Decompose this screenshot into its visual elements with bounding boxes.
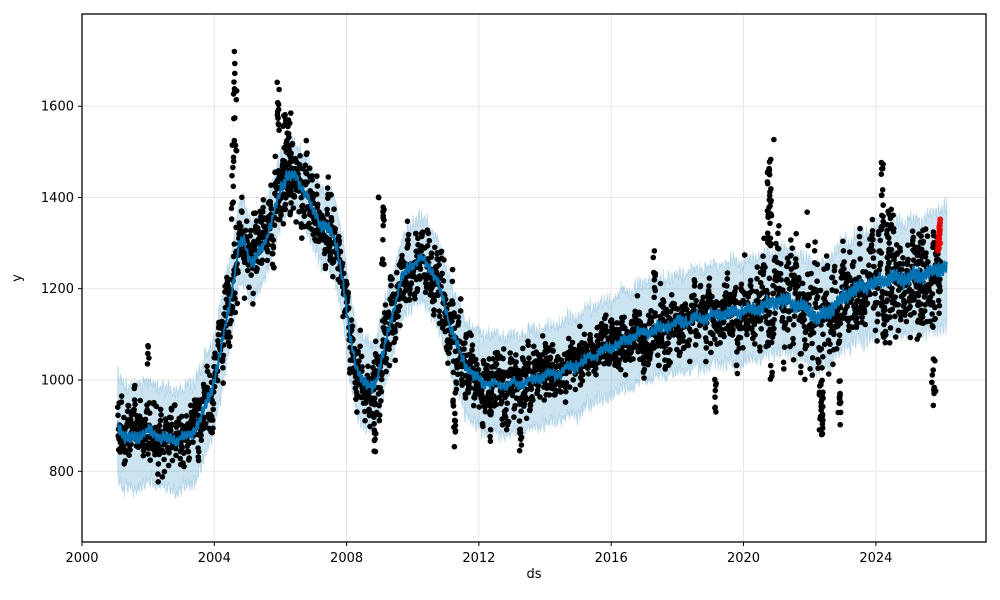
anomaly-points xyxy=(934,216,944,254)
plot-border xyxy=(81,13,987,543)
x-tick-label-2024: 2024 xyxy=(859,551,892,566)
y-tick-label-1400: 1400 xyxy=(41,191,74,206)
y-tick-label-1200: 1200 xyxy=(41,282,74,297)
y-axis-label: y xyxy=(10,274,25,282)
x-axis-label: ds xyxy=(526,567,541,582)
y-tick-label-1000: 1000 xyxy=(41,374,74,389)
x-tick-label-2008: 2008 xyxy=(330,551,363,566)
x-tick-label-2020: 2020 xyxy=(727,551,760,566)
x-tick-label-2004: 2004 xyxy=(198,551,231,566)
x-tick-label-2016: 2016 xyxy=(595,551,628,566)
y-tick-label-1600: 1600 xyxy=(41,100,74,115)
y-tick-label-800: 800 xyxy=(49,465,74,480)
x-tick-label-2012: 2012 xyxy=(462,551,495,566)
forecast-line xyxy=(117,170,948,447)
x-tick-label-2000: 2000 xyxy=(65,551,98,566)
